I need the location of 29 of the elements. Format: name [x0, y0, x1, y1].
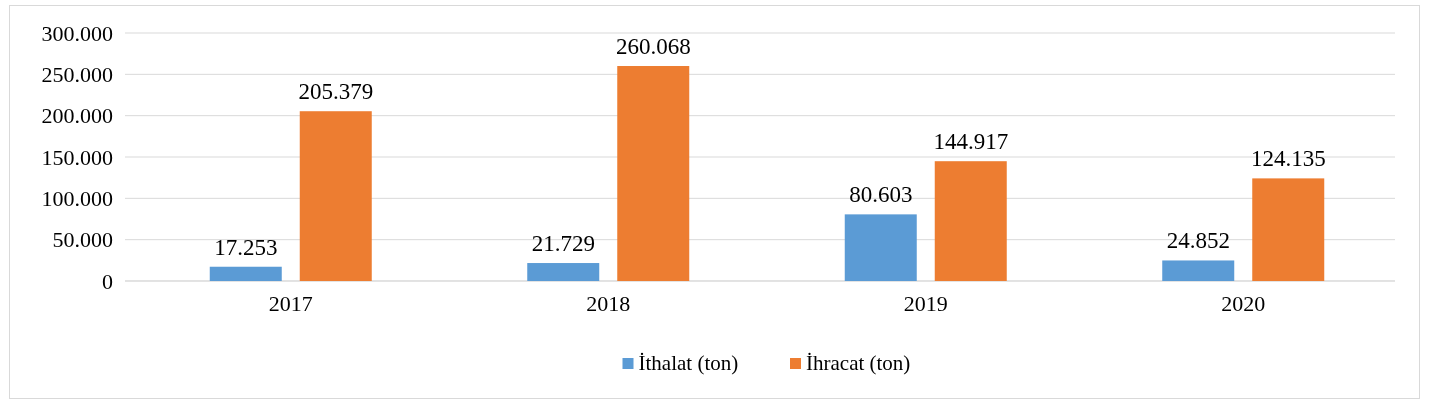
y-tick-label: 50.000	[52, 227, 113, 253]
data-label: 260.068	[615, 34, 691, 60]
bar	[1162, 260, 1235, 281]
bar	[527, 263, 600, 281]
y-tick-label: 150.000	[41, 144, 113, 170]
x-tick-label: 2019	[903, 290, 948, 316]
bar	[617, 66, 690, 281]
data-label: 205.379	[298, 79, 374, 105]
data-label: 124.135	[1250, 146, 1326, 172]
data-label: 144.917	[933, 129, 1009, 155]
bar	[209, 266, 282, 281]
x-tick-label: 2020	[1221, 290, 1266, 316]
x-tick-label: 2017	[268, 290, 313, 316]
y-tick-label: 200.000	[41, 103, 113, 129]
y-tick-label: 0	[102, 268, 113, 294]
legend-label: İthalat (ton)	[638, 351, 739, 375]
legend-label: İhracat (ton)	[806, 351, 911, 375]
y-tick-label: 300.000	[41, 20, 113, 46]
data-label: 80.603	[849, 182, 913, 208]
bar	[1252, 178, 1325, 281]
data-label: 24.852	[1166, 228, 1230, 254]
bar	[844, 214, 917, 281]
data-label: 17.253	[214, 234, 278, 260]
bar	[299, 111, 372, 281]
y-tick-label: 250.000	[41, 61, 113, 87]
x-tick-label: 2018	[586, 290, 631, 316]
y-tick-label: 100.000	[41, 185, 113, 211]
data-label: 21.729	[531, 231, 595, 257]
bar	[934, 161, 1007, 281]
